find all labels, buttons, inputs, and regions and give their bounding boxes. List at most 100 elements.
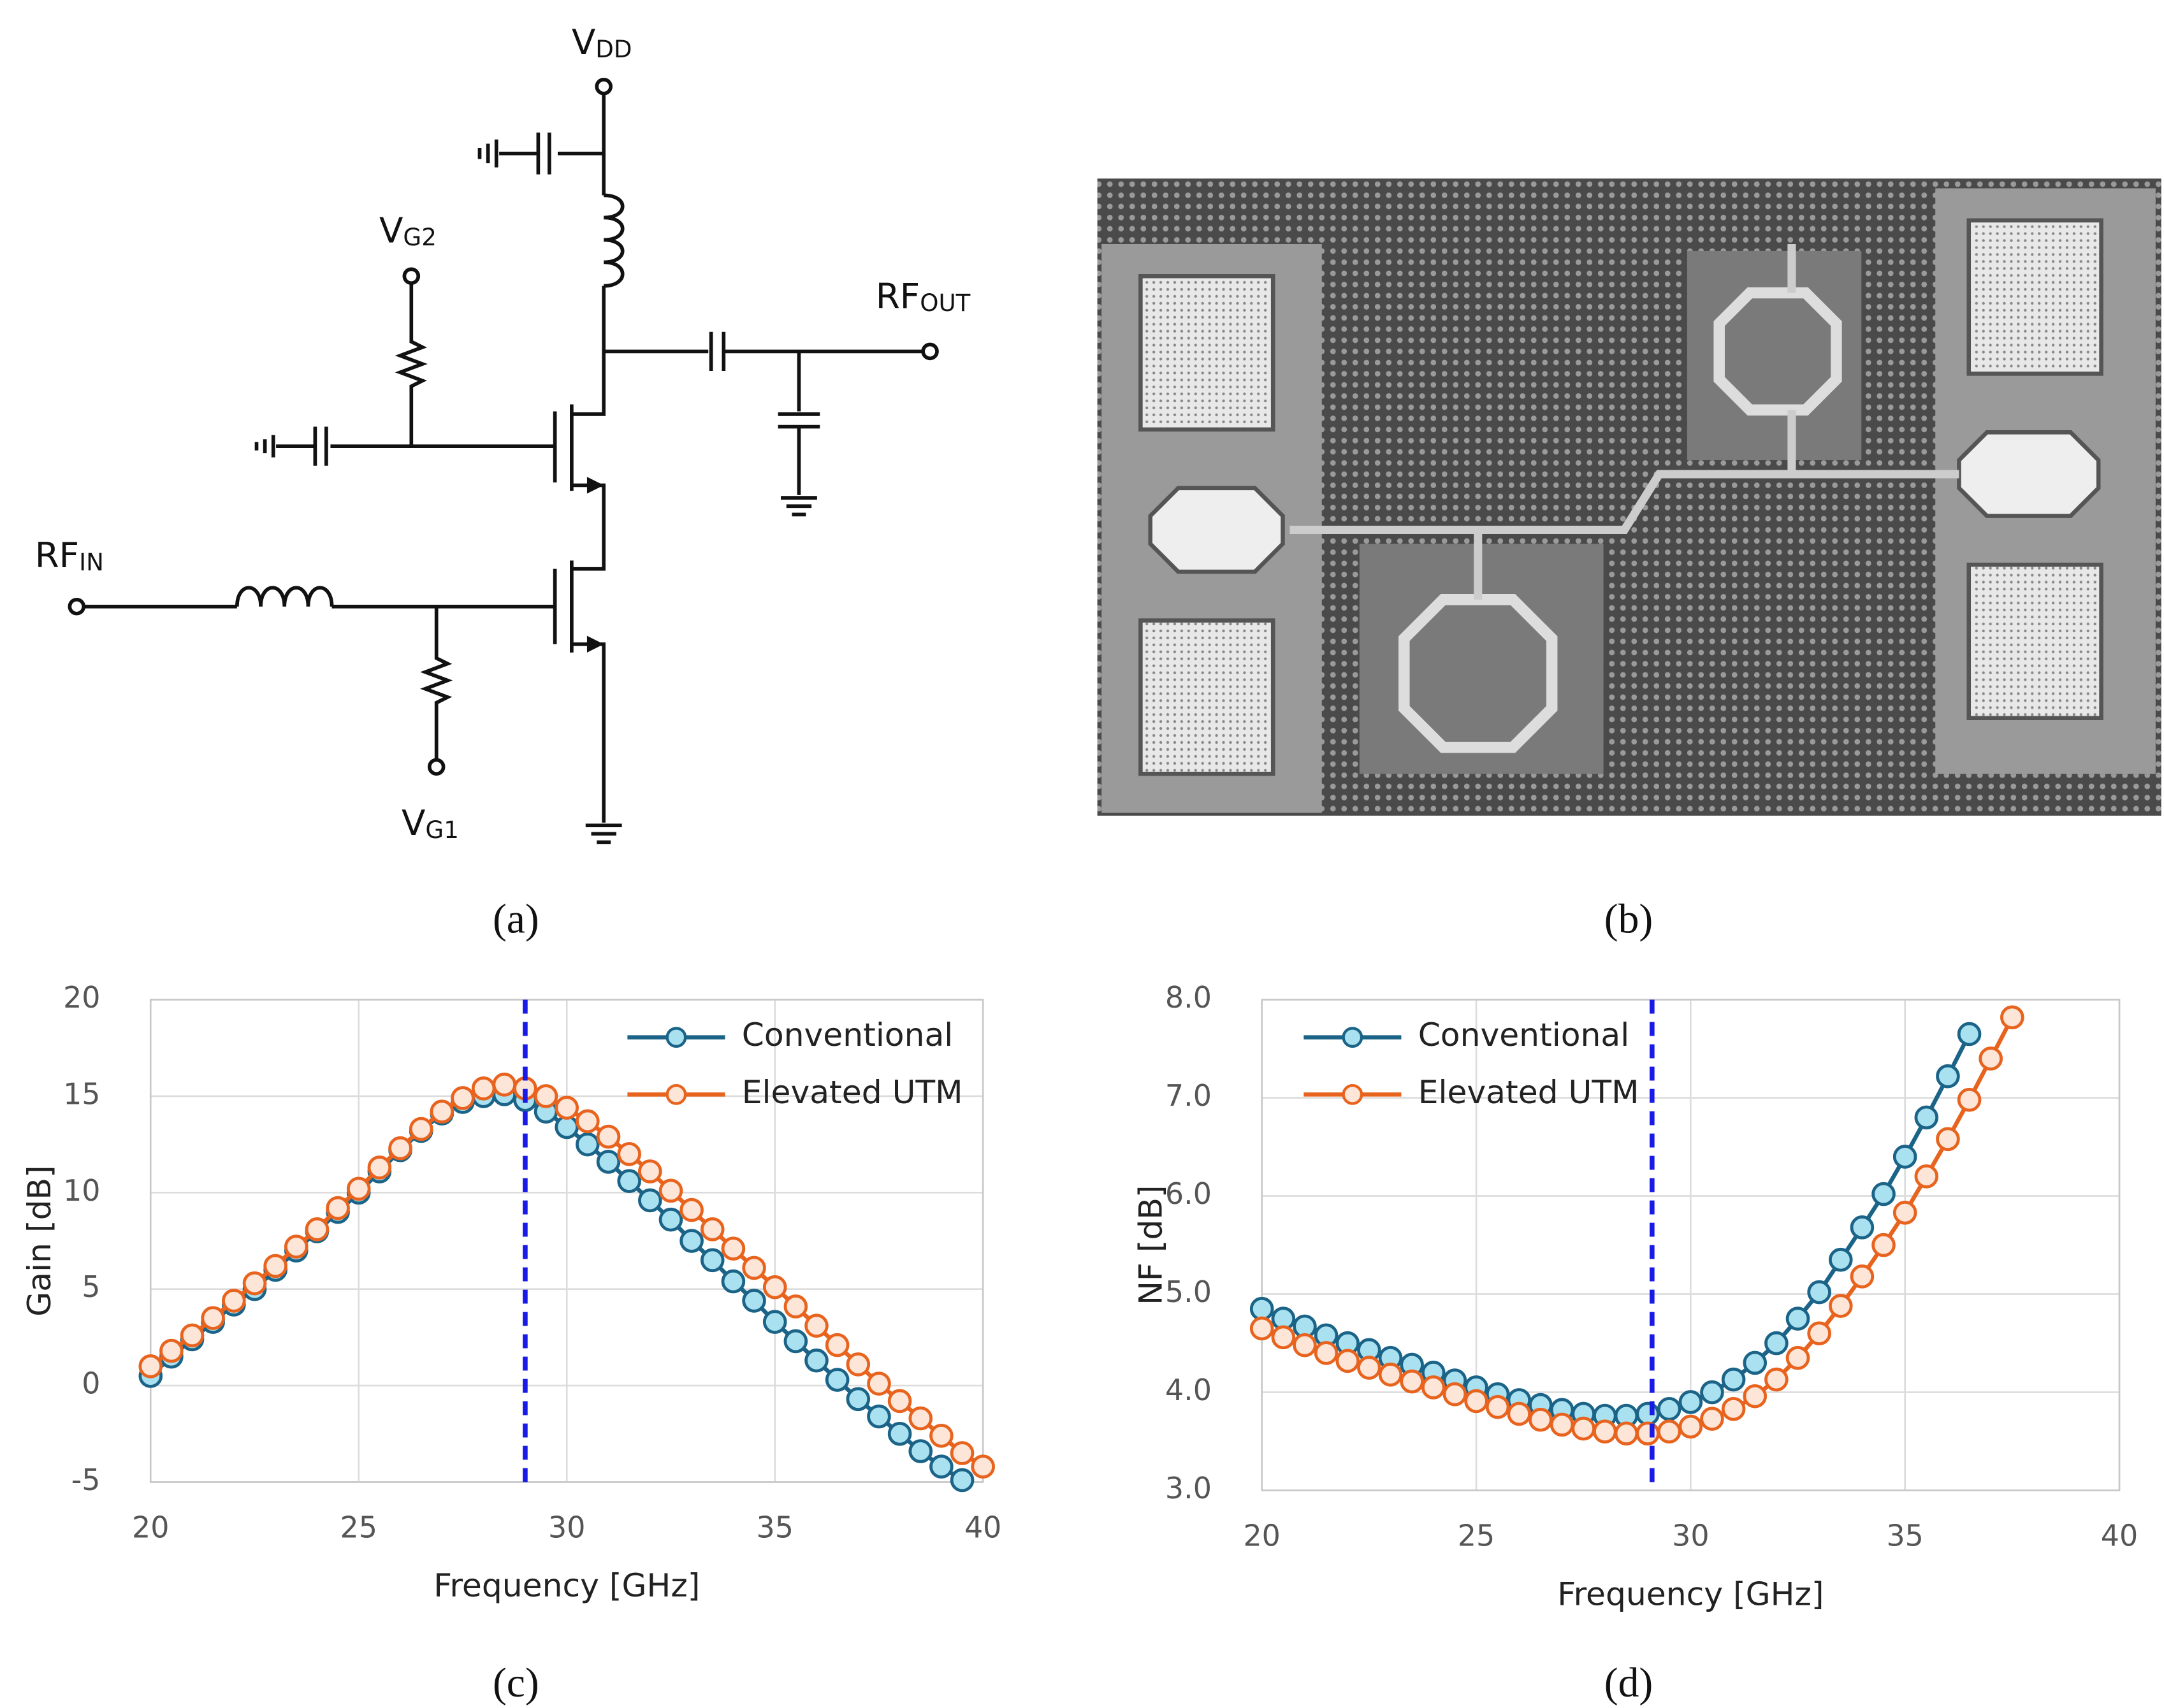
marker — [1936, 1064, 1960, 1089]
resistor — [395, 283, 428, 447]
arrow — [586, 477, 604, 653]
marker — [617, 1141, 641, 1166]
marker — [1249, 1316, 1274, 1341]
spiral — [1398, 594, 1558, 753]
marker — [1850, 1264, 1875, 1289]
marker — [1421, 1375, 1446, 1400]
y-tick-label: 0 — [82, 1366, 100, 1401]
label-main: RF — [35, 535, 79, 575]
panel-label: (a) — [493, 896, 539, 942]
marker — [1785, 1306, 1810, 1331]
marker — [1807, 1280, 1831, 1305]
y-tick-label: -5 — [71, 1463, 101, 1497]
marker — [908, 1439, 933, 1463]
marker — [576, 1109, 600, 1134]
marker — [159, 1338, 184, 1363]
marker — [1700, 1380, 1724, 1405]
y-tick-label: 5 — [82, 1270, 100, 1304]
marker — [700, 1217, 725, 1241]
legend-marker — [665, 1083, 687, 1105]
marker — [742, 1289, 766, 1313]
marker — [1828, 1294, 1853, 1318]
marker — [1271, 1325, 1296, 1350]
pad — [1148, 486, 1285, 574]
marker — [1614, 1421, 1639, 1446]
marker — [1464, 1389, 1488, 1414]
label-sub: G2 — [403, 223, 436, 251]
marker — [638, 1159, 662, 1183]
pad — [1957, 430, 2101, 518]
marker — [1335, 1349, 1360, 1373]
terminal — [68, 597, 86, 616]
legend-label: Elevated UTM — [742, 1073, 963, 1111]
marker — [679, 1229, 704, 1253]
transistors — [84, 404, 606, 823]
marker — [1593, 1419, 1617, 1444]
marker — [1871, 1233, 1896, 1257]
vdd-label: VDD — [572, 22, 632, 62]
label-sub: DD — [595, 34, 632, 62]
pad — [1966, 562, 2103, 720]
pad — [1138, 274, 1275, 432]
x-tick-label: 30 — [548, 1510, 585, 1544]
marker — [887, 1421, 912, 1446]
marker — [555, 1096, 579, 1120]
marker — [180, 1323, 205, 1348]
marker — [534, 1084, 558, 1108]
marker — [1400, 1369, 1424, 1394]
rfout-label: RFOUT — [876, 275, 971, 316]
terminal — [402, 267, 421, 286]
trace — [1289, 243, 1959, 600]
marker — [679, 1198, 704, 1222]
marker — [1892, 1200, 1917, 1225]
marker — [1442, 1382, 1467, 1407]
marker — [1571, 1416, 1595, 1441]
marker — [388, 1136, 412, 1161]
label-main: RF — [876, 275, 920, 316]
vg1-label: VG1 — [402, 802, 459, 843]
marker — [1892, 1145, 1917, 1169]
marker — [929, 1423, 954, 1448]
y-tick-label: 6.0 — [1165, 1176, 1212, 1211]
marker — [1507, 1401, 1532, 1426]
marker — [451, 1086, 475, 1110]
marker — [1636, 1421, 1660, 1446]
marker — [1764, 1331, 1789, 1356]
marker — [326, 1196, 350, 1220]
marker — [576, 1132, 600, 1157]
y-tick-label: 5.0 — [1165, 1275, 1212, 1309]
marker — [1957, 1022, 1982, 1046]
marker — [1850, 1215, 1875, 1240]
marker — [263, 1254, 287, 1278]
marker — [908, 1406, 933, 1431]
label-sub: G1 — [425, 815, 458, 843]
x-axis-label: Frequency [GHz] — [1557, 1575, 1824, 1612]
marker — [1871, 1182, 1896, 1206]
y-tick-label: 7.0 — [1165, 1078, 1212, 1113]
bypass-cap — [254, 426, 328, 466]
label-sub: IN — [79, 547, 104, 575]
vg2-label: VG2 — [379, 210, 437, 251]
marker — [1657, 1396, 1681, 1421]
legend-marker — [1342, 1083, 1363, 1105]
marker — [825, 1333, 850, 1357]
marker — [762, 1310, 787, 1334]
x-tick-label: 25 — [340, 1510, 377, 1544]
x-tick-label: 20 — [1243, 1518, 1280, 1552]
marker — [1785, 1345, 1810, 1370]
marker — [242, 1271, 267, 1296]
y-axis-label: NF [dB] — [1132, 1185, 1170, 1305]
x-axis-label: Frequency [GHz] — [433, 1567, 700, 1604]
schematic: VDD VG2 VG1 RFIN RFOUT — [35, 22, 971, 844]
panel-label: (c) — [493, 1660, 539, 1706]
marker — [804, 1348, 829, 1373]
marker — [305, 1217, 330, 1241]
marker — [1678, 1414, 1703, 1439]
x-tick-label: 30 — [1672, 1518, 1709, 1552]
marker — [1807, 1321, 1831, 1346]
legend-label: Elevated UTM — [1418, 1073, 1639, 1111]
marker — [2000, 1005, 2024, 1030]
marker — [867, 1371, 891, 1396]
y-tick-label: 8.0 — [1165, 980, 1212, 1015]
plot-frame — [149, 999, 984, 1483]
